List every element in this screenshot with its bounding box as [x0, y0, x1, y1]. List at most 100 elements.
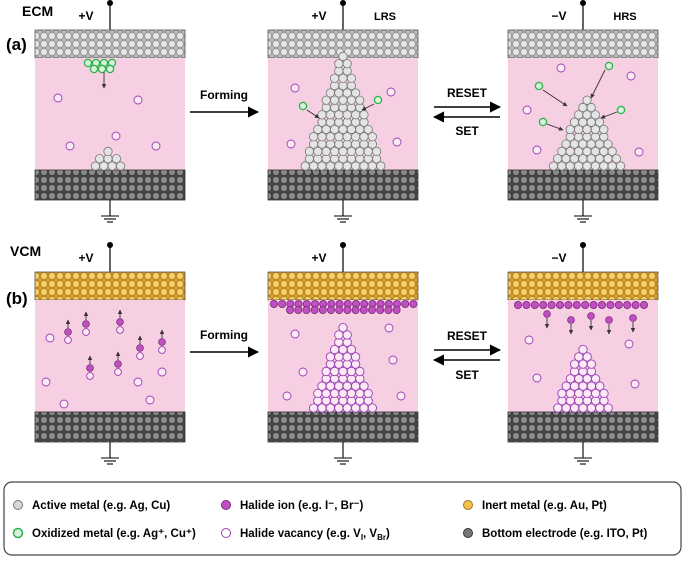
halide-vacancy: [298, 367, 308, 377]
halide-vacancy: [82, 328, 90, 336]
halide-vacancy: [582, 352, 592, 362]
legend-text: Inert metal (e.g. Au, Pt): [482, 500, 607, 512]
bottom-electrode: [267, 169, 419, 201]
state-label: HRS: [613, 11, 636, 23]
active-metal-atom: [376, 161, 386, 171]
halide-ion: [409, 299, 418, 308]
terminal-dot: [107, 0, 113, 6]
halide-ion: [335, 305, 344, 314]
oxidized-metal-ion: [105, 64, 115, 74]
halide-vacancy: [586, 359, 597, 369]
terminal-dot: [580, 242, 586, 248]
oxidized-metal-icon: [12, 527, 24, 539]
halide-vacancy: [367, 403, 378, 413]
top-electrode-inert-metal: [507, 271, 659, 301]
legend-item-active: Active metal (e.g. Ag, Cu): [13, 500, 170, 512]
panel-label-a: (a): [6, 35, 27, 54]
halide-vacancy: [595, 381, 605, 391]
halide-ion: [384, 305, 393, 314]
halide-ion: [367, 305, 376, 314]
top-electrode-inert-metal: [267, 271, 419, 301]
halide-vacancy: [626, 71, 636, 81]
mechanism-label-vcm: VCM: [10, 243, 41, 259]
top-electrode-inert-metal: [34, 271, 186, 301]
halide-ion: [623, 300, 632, 309]
halide-ion: [581, 300, 590, 309]
drift-arrow: [590, 69, 606, 99]
set-label-a: SET: [455, 124, 479, 138]
halide-vacancy: [151, 141, 161, 151]
halide-vacancy: [342, 330, 352, 340]
legend-text: Bottom electrode (e.g. ITO, Pt): [482, 528, 647, 540]
perovskite-layer: [35, 300, 185, 412]
oxidized-metal-ion: [538, 117, 548, 127]
halide-ion: [589, 300, 598, 309]
legend-item-vacancy: Halide vacancy (e.g. VI, VBr): [221, 528, 390, 542]
active-metal-atom: [111, 154, 122, 164]
halide-ion: [326, 305, 335, 314]
active-metal-atom: [350, 88, 361, 98]
halide-vacancy: [282, 391, 292, 401]
halide-ion: [116, 318, 124, 326]
active-metal-icon: [13, 500, 23, 510]
halide-vacancy: [634, 147, 644, 157]
halide-vacancy: [630, 379, 640, 389]
oxidized-metal-ion: [373, 95, 383, 105]
oxidized-metal-ion: [298, 101, 308, 111]
halide-ion: [269, 299, 278, 308]
halide-ion: [605, 316, 613, 324]
halide-vacancy: [524, 335, 534, 345]
active-metal-atom: [359, 110, 369, 120]
voltage-label: +V: [311, 251, 326, 265]
halide-vacancy: [41, 377, 51, 387]
panel-label-b: (b): [6, 289, 28, 308]
legend-box: [3, 481, 682, 556]
bottom-electrode: [507, 169, 659, 201]
halide-vacancy: [157, 367, 167, 377]
set-label-b: SET: [455, 368, 479, 382]
oxidized-metal-ion: [616, 105, 626, 115]
halide-ion: [285, 305, 294, 314]
legend-item-bottom: Bottom electrode (e.g. ITO, Pt): [463, 528, 647, 540]
halide-vacancy: [338, 322, 348, 333]
active-metal-atom: [599, 124, 609, 135]
drift-arrow: [546, 123, 564, 131]
halide-ion: [82, 320, 90, 328]
halide-vacancy: [386, 87, 396, 97]
drift-arrow: [361, 103, 375, 111]
halide-vacancy: [290, 329, 300, 339]
halide-vacancy: [396, 391, 406, 401]
halide-vacancy: [392, 137, 402, 147]
halide-ion-icon: [221, 500, 231, 510]
halide-vacancy: [355, 366, 365, 377]
active-metal-atom: [590, 110, 601, 120]
legend-text: Active metal (e.g. Ag, Cu): [32, 500, 170, 512]
halide-ion: [158, 338, 166, 346]
top-electrode-active-metal: [507, 29, 659, 59]
legend-text: Halide vacancy (e.g. VI, VBr): [240, 528, 390, 542]
active-metal-atom: [103, 146, 113, 156]
halide-vacancy: [532, 145, 542, 155]
halide-ion: [543, 310, 551, 318]
halide-ion: [376, 305, 385, 314]
halide-ion: [564, 300, 573, 309]
halide-vacancy: [363, 388, 373, 399]
bottom-electrode-icon: [463, 528, 473, 538]
bottom-electrode: [34, 411, 186, 443]
halide-vacancy: [114, 368, 122, 376]
reset-label-b: RESET: [447, 329, 488, 343]
halide-vacancy: [65, 141, 75, 151]
halide-vacancy: [53, 93, 63, 103]
drift-arrow: [306, 109, 320, 119]
legend-item-oxidized: Oxidized metal (e.g. Ag⁺, Cu⁺): [12, 527, 196, 540]
halide-ion: [567, 316, 575, 324]
halide-vacancy: [603, 403, 613, 413]
active-metal-atom: [371, 146, 382, 156]
active-metal-atom: [363, 124, 373, 135]
halide-vacancy: [158, 346, 166, 354]
halide-ion: [556, 300, 565, 309]
voltage-label: +V: [78, 251, 93, 265]
halide-ion: [587, 312, 595, 320]
halide-vacancy: [86, 372, 94, 380]
cell-0-0: +V: [34, 0, 186, 223]
